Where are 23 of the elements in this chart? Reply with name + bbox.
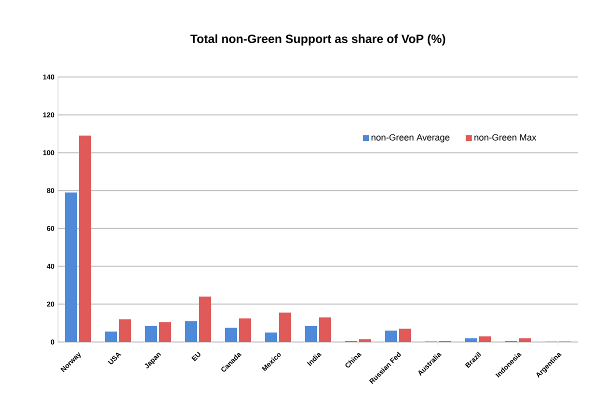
bar bbox=[239, 318, 252, 342]
legend-label: non-Green Average bbox=[372, 134, 450, 142]
bar bbox=[79, 136, 91, 342]
bar bbox=[265, 332, 278, 342]
bar bbox=[479, 336, 492, 342]
bar bbox=[65, 192, 78, 342]
legend-label: non-Green Max bbox=[474, 134, 536, 141]
bar bbox=[145, 326, 157, 342]
bar bbox=[225, 328, 238, 342]
bar bbox=[305, 326, 318, 342]
bar bbox=[465, 338, 478, 342]
bar bbox=[359, 339, 372, 342]
bar bbox=[319, 317, 332, 342]
bar bbox=[199, 296, 212, 342]
bar bbox=[159, 322, 172, 342]
bar bbox=[279, 312, 292, 342]
bar bbox=[185, 321, 197, 342]
bar bbox=[519, 338, 532, 342]
bar bbox=[105, 332, 117, 342]
bar bbox=[399, 328, 412, 342]
chart-title: Total non-Green Support as share of VoP (%) bbox=[190, 34, 446, 46]
bar bbox=[385, 330, 398, 342]
bar bbox=[119, 319, 131, 342]
